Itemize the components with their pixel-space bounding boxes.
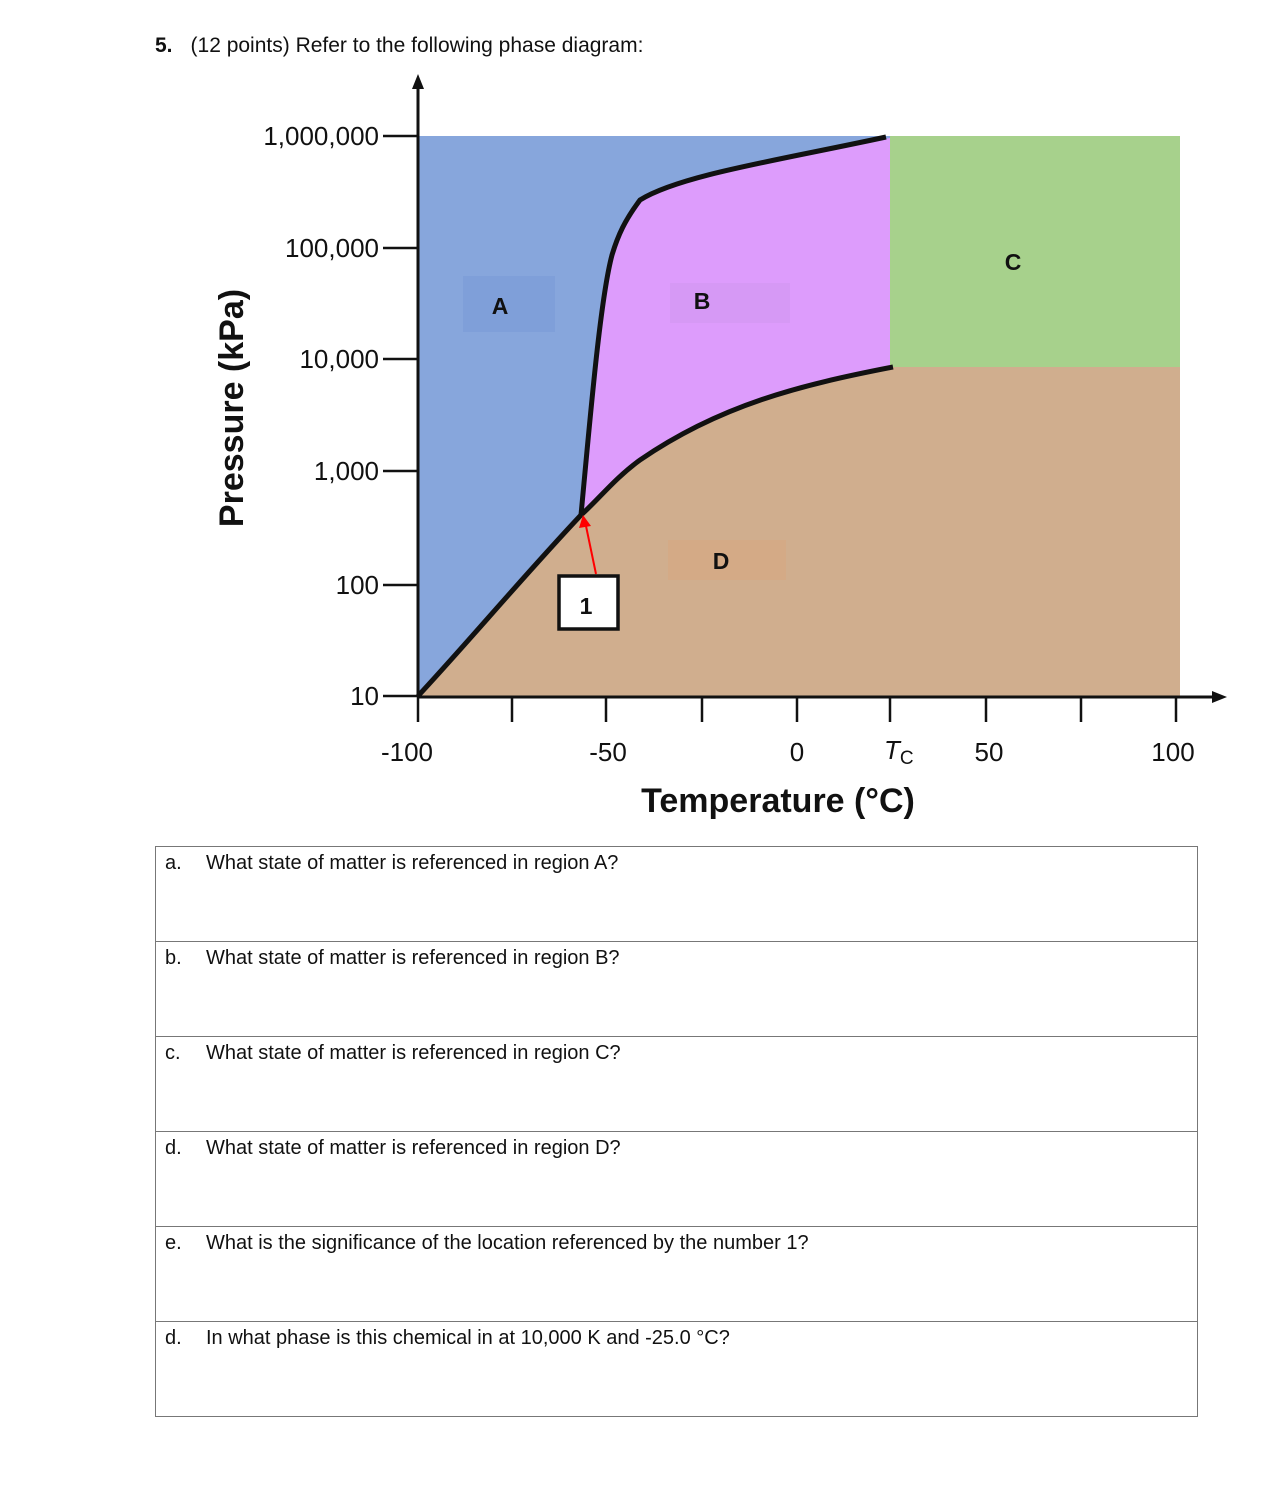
x-tick-label: 100 [1151,737,1194,767]
y-tick-label: 100,000 [285,233,379,263]
x-axis-arrow [1212,691,1227,703]
y-axis-title: Pressure (kPa) [213,289,251,527]
y-tick-label: 1,000 [314,456,379,486]
region-c-label: C [1005,249,1022,275]
question-text: What state of matter is referenced in re… [206,852,619,874]
region-a-label: A [492,293,509,319]
sublimation-vaporization-curve [416,364,894,698]
questions-table: a. What state of matter is referenced in … [155,846,1198,1417]
question-cell[interactable]: d. What state of matter is referenced in … [155,1131,1198,1227]
question-text: What state of matter is referenced in re… [206,1042,621,1064]
question-letter: d. [165,1137,182,1159]
region-d-label: D [713,548,730,574]
question-text: What state of matter is referenced in re… [206,947,620,969]
x-tick-label: 0 [790,737,804,767]
question-text: What state of matter is referenced in re… [206,1137,621,1159]
marker-label: 1 [580,593,593,619]
question-letter: b. [165,947,182,969]
y-tick-label: 100 [336,570,379,600]
x-tick-label: -50 [589,737,627,767]
question-cell[interactable]: a. What state of matter is referenced in … [155,846,1198,942]
critical-temperature-label: TC [884,735,914,769]
question-cell[interactable]: b. What state of matter is referenced in … [155,941,1198,1037]
region-b-fill [581,138,890,515]
region-b-label: B [694,288,711,314]
region-a-label-bg [463,276,555,332]
question-row: d. In what phase is this chemical in at 1… [155,1321,1198,1417]
y-axis-arrow [412,74,424,89]
question-letter: e. [165,1232,182,1254]
question-cell[interactable]: d. In what phase is this chemical in at 1… [155,1321,1198,1417]
question-letter: d. [165,1327,182,1349]
marker-arrow-line [585,525,597,575]
phase-diagram: 1,000,000 100,000 10,000 1,000 100 10 -1… [213,74,1227,820]
question-row: c. What state of matter is referenced in … [155,1036,1198,1132]
marker-box [557,574,620,631]
question-text: What is the significance of the location… [206,1232,809,1254]
question-letter: c. [165,1042,181,1064]
question-prompt: (12 points) Refer to the following phase… [190,34,644,57]
question-row: b. What state of matter is referenced in … [155,941,1198,1037]
question-row: e. What is the significance of the locati… [155,1226,1198,1322]
x-tick-label: -100 [381,737,433,767]
x-axis-title: Temperature (°C) [641,782,915,820]
question-text: In what phase is this chemical in at 10,… [206,1327,730,1349]
question-header: 5. (12 points) Refer to the following pha… [155,34,643,58]
critical-temperature-subscript: C [900,748,914,769]
critical-temperature-symbol: T [884,735,902,765]
x-tick-label: 50 [975,737,1004,767]
question-number: 5. [155,34,173,57]
question-cell[interactable]: e. What is the significance of the locati… [155,1226,1198,1322]
marker-arrow-head [579,515,591,528]
y-tick-label: 1,000,000 [263,121,379,151]
y-tick-label: 10 [350,681,379,711]
question-row: a. What state of matter is referenced in … [155,846,1198,942]
question-row: d. What state of matter is referenced in … [155,1131,1198,1227]
y-tick-label: 10,000 [299,344,379,374]
region-d-label-bg [668,540,786,580]
region-c-fill [890,136,1180,368]
question-cell[interactable]: c. What state of matter is referenced in … [155,1036,1198,1132]
question-letter: a. [165,852,182,874]
region-b-label-bg [670,283,790,323]
fusion-curve [578,134,887,516]
